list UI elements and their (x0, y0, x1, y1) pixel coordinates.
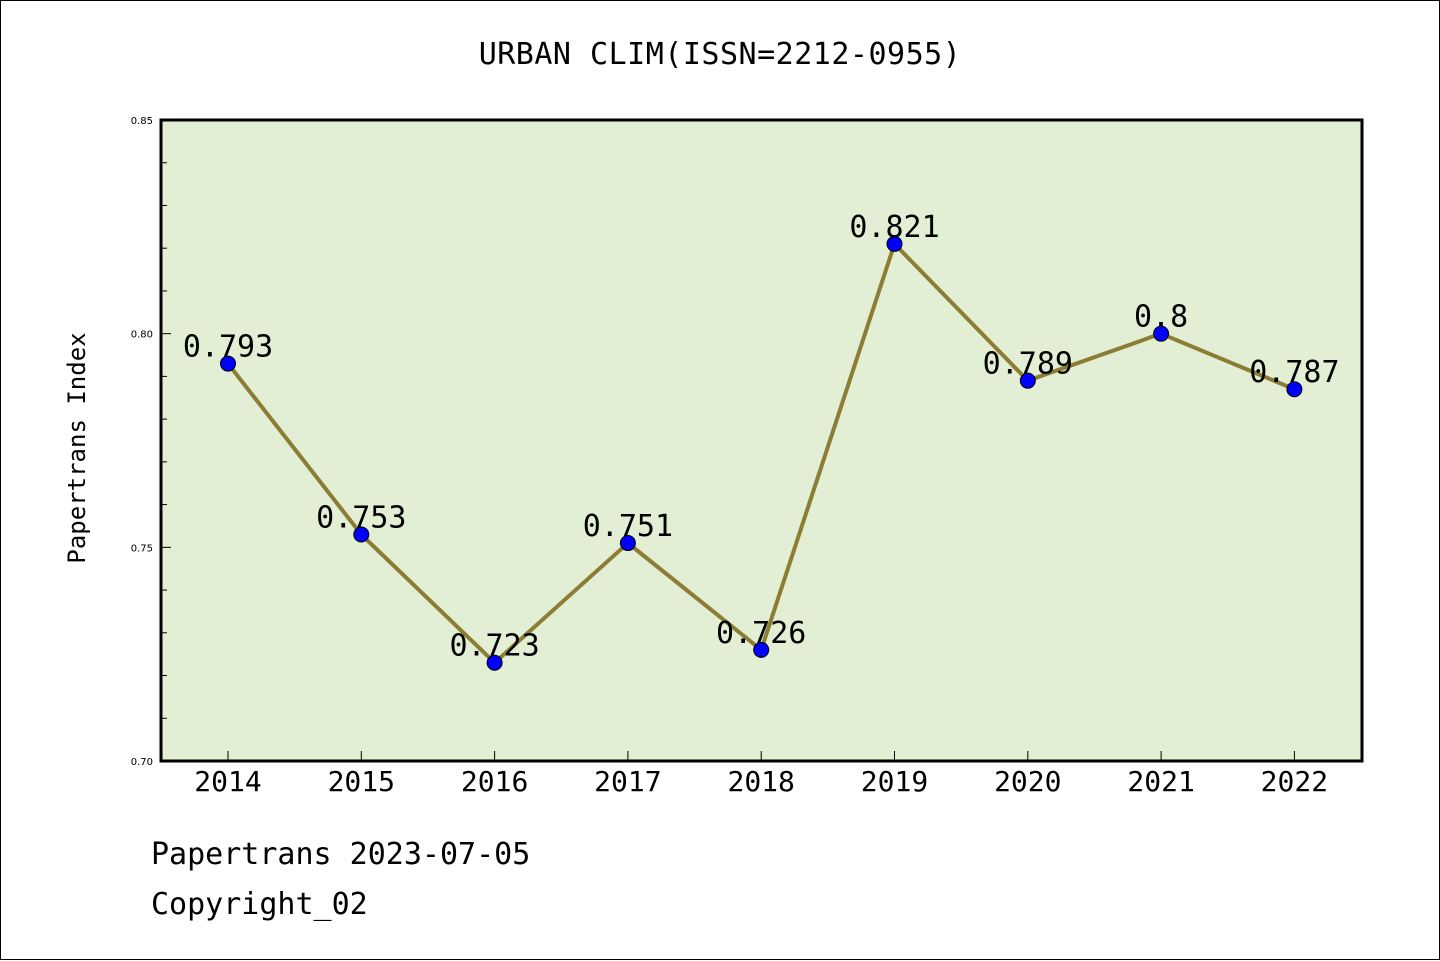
data-point (1019, 372, 1036, 389)
data-point (1153, 325, 1170, 342)
y-tick-label: 0.70 (131, 757, 153, 768)
data-label: 0.787 (1249, 355, 1339, 390)
data-label: 0.821 (849, 210, 939, 245)
y-tick-label: 0.80 (131, 330, 153, 341)
x-tick-label: 2015 (328, 765, 395, 798)
data-label: 0.723 (449, 629, 539, 664)
chart-title: URBAN CLIM(ISSN=2212-0955) (478, 37, 962, 72)
x-tick-label: 2014 (194, 765, 261, 798)
data-point (886, 235, 903, 252)
footer-source: Papertrans 2023-07-05 (151, 837, 531, 872)
data-label: 0.789 (983, 347, 1073, 382)
data-label: 0.726 (716, 616, 806, 651)
data-label: 0.793 (183, 330, 273, 365)
footer-copyright: Copyright_02 (151, 887, 368, 922)
data-label: 0.753 (316, 501, 406, 536)
y-tick-label: 0.75 (131, 543, 153, 554)
data-label: 0.8 (1134, 300, 1188, 335)
data-point (220, 355, 236, 372)
x-tick-label: 2018 (727, 765, 794, 798)
data-label: 0.751 (583, 509, 673, 544)
x-tick-label: 2022 (1261, 765, 1328, 798)
data-point (1286, 381, 1303, 398)
x-tick-label: 2020 (994, 765, 1061, 798)
x-tick-label: 2021 (1127, 765, 1194, 798)
data-point (353, 526, 370, 543)
y-tick-label: 0.85 (131, 116, 153, 127)
x-tick-label: 2016 (461, 765, 528, 798)
x-tick-label: 2019 (861, 765, 928, 798)
data-point (486, 654, 503, 671)
data-point (753, 641, 770, 658)
plot-area (161, 120, 1362, 761)
plot-border (159, 118, 1364, 763)
data-point (619, 535, 636, 552)
x-tick-label: 2017 (594, 765, 661, 798)
